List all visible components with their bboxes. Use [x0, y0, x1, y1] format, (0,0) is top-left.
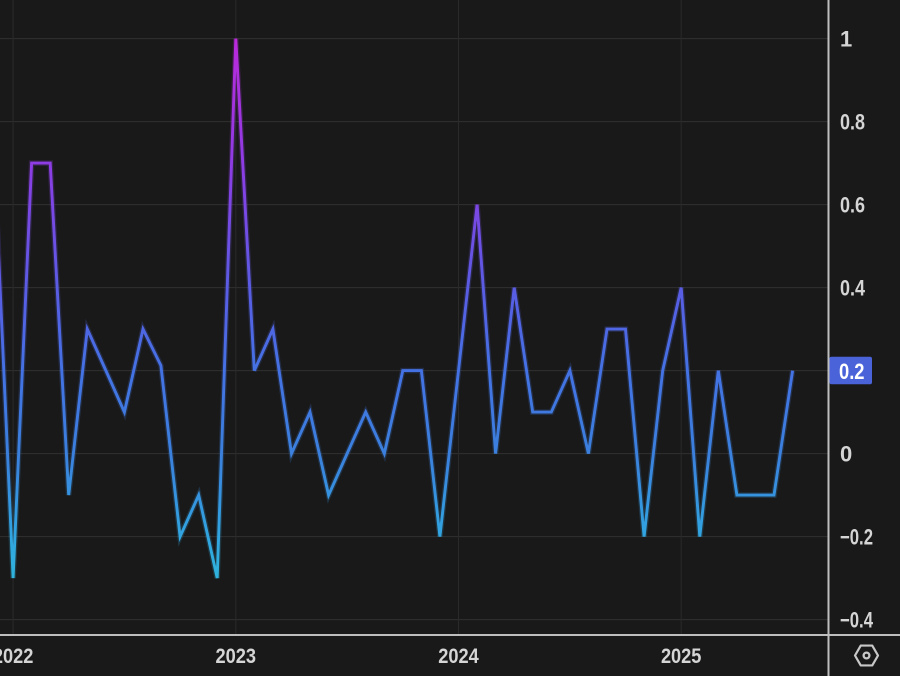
- svg-text:2025: 2025: [661, 644, 702, 668]
- svg-text:2023: 2023: [216, 644, 257, 668]
- svg-text:1: 1: [840, 27, 852, 52]
- svg-text:0.8: 0.8: [840, 110, 865, 135]
- svg-text:−0.4: −0.4: [840, 608, 874, 633]
- svg-text:0.6: 0.6: [840, 193, 865, 218]
- svg-text:−0.2: −0.2: [840, 525, 873, 550]
- svg-text:0.2: 0.2: [839, 359, 865, 384]
- svg-text:0.4: 0.4: [840, 276, 866, 301]
- svg-text:0: 0: [840, 442, 852, 467]
- svg-text:2024: 2024: [438, 644, 479, 668]
